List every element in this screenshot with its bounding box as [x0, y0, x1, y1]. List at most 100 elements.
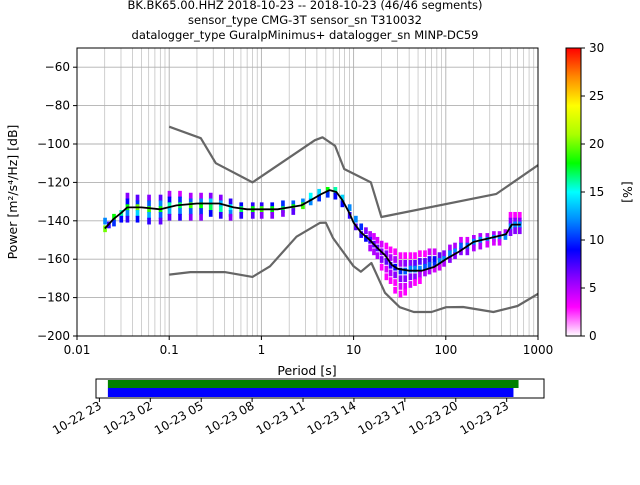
density-cell [308, 198, 313, 206]
density-cell [147, 211, 151, 219]
density-cell [103, 217, 107, 225]
density-cell [158, 200, 163, 208]
x-axis-label: Period [s] [277, 363, 336, 378]
coverage-bar-psd-coverage [107, 388, 514, 397]
density-cell [239, 206, 244, 213]
density-cell [375, 236, 380, 244]
density-cell [368, 244, 372, 252]
density-cell [503, 233, 508, 240]
y-tick-label: −80 [45, 99, 70, 113]
density-cell [513, 217, 517, 225]
density-cell [418, 258, 422, 265]
density-cell [398, 259, 403, 267]
x-axis-ticks: 0.01 0.1 1 10 100 1000 [64, 336, 553, 357]
timeline-tick-label: 10-23 20 [407, 398, 461, 437]
density-cell [393, 248, 397, 256]
series-low-noise-model [169, 221, 538, 314]
density-cell [465, 248, 470, 256]
colorbar-tick-label: 20 [589, 137, 604, 151]
density-cell [167, 196, 172, 204]
density-cell [270, 202, 275, 210]
density-cell [403, 267, 408, 275]
density-cell [317, 194, 322, 202]
density-cell [408, 259, 413, 267]
coverage-bar-data-coverage [107, 380, 519, 388]
density-cell [413, 279, 417, 286]
density-cell [135, 215, 140, 223]
density-cell [418, 277, 422, 284]
density-cell [135, 194, 140, 202]
density-cell [291, 208, 296, 215]
density-cell [388, 261, 393, 269]
density-cell [398, 275, 403, 283]
density-cell [437, 263, 442, 271]
timeline-tick-label: 10-23 17 [356, 398, 410, 437]
density-cell [158, 211, 163, 219]
density-cell [167, 190, 172, 198]
density-cell [508, 229, 513, 236]
density-cell [125, 210, 130, 217]
density-cell [403, 259, 408, 267]
coverage-bars [107, 380, 519, 397]
density-cell [384, 273, 389, 281]
density-cell [485, 233, 490, 240]
y-tick-label: −120 [37, 175, 70, 189]
density-cell [301, 198, 305, 206]
density-cell [291, 204, 296, 212]
density-cell [112, 219, 116, 227]
density-cell [379, 256, 384, 263]
plot-frame [76, 47, 539, 337]
density-cell [359, 231, 364, 238]
density-cell [125, 215, 130, 223]
density-cell [448, 244, 452, 252]
density-cell [398, 252, 403, 260]
y-tick-label: −100 [37, 137, 70, 151]
density-cell [270, 211, 275, 219]
density-cell [218, 211, 223, 219]
density-cell [188, 198, 193, 206]
colorbar: 0 5 10 15 20 25 30 [%] [565, 41, 635, 343]
density-cell [125, 192, 130, 200]
density-cell [147, 194, 151, 202]
timeline-tick-label: 10-22 23 [50, 398, 104, 437]
density-cell [368, 231, 372, 238]
timeline-tick-label: 10-23 02 [101, 398, 155, 437]
density-cell [497, 235, 502, 242]
density-cell [465, 236, 470, 244]
density-cell [472, 244, 476, 252]
y-tick-label: −160 [37, 252, 70, 266]
density-cell [199, 198, 203, 206]
density-cell [147, 217, 151, 225]
density-cell [379, 263, 384, 271]
density-cell [384, 265, 389, 273]
title-line-2: sensor_type CMG-3T sensor_sn T310032 [188, 13, 422, 27]
density-cell [398, 283, 403, 290]
density-cell [442, 259, 446, 267]
density-cell [188, 208, 193, 215]
density-cell [432, 248, 437, 256]
chart-title: BK.BK65.00.HHZ 2018-10-23 -- 2018-10-23 … [127, 0, 482, 42]
density-cell [317, 188, 322, 196]
x-tick-label: 1 [258, 343, 266, 357]
density-cell [427, 256, 432, 263]
density-cell [437, 252, 442, 260]
colorbar-label: [%] [620, 181, 635, 203]
density-cell [384, 258, 389, 265]
density-cell [333, 192, 338, 200]
series-lines [104, 125, 538, 314]
density-cell [393, 279, 397, 286]
density-cell [178, 213, 182, 221]
density-cell [372, 233, 376, 240]
density-cell [423, 258, 427, 265]
density-cell [459, 242, 463, 250]
density-cell [388, 277, 393, 284]
density-cell [147, 200, 151, 208]
density-cell [418, 271, 422, 279]
density-cell [413, 265, 417, 273]
density-cell [147, 206, 151, 213]
density-cell [218, 206, 223, 213]
y-axis-label: Power [m²/s⁴/Hz] [dB] [5, 125, 20, 260]
colorbar-tick-label: 25 [589, 89, 604, 103]
